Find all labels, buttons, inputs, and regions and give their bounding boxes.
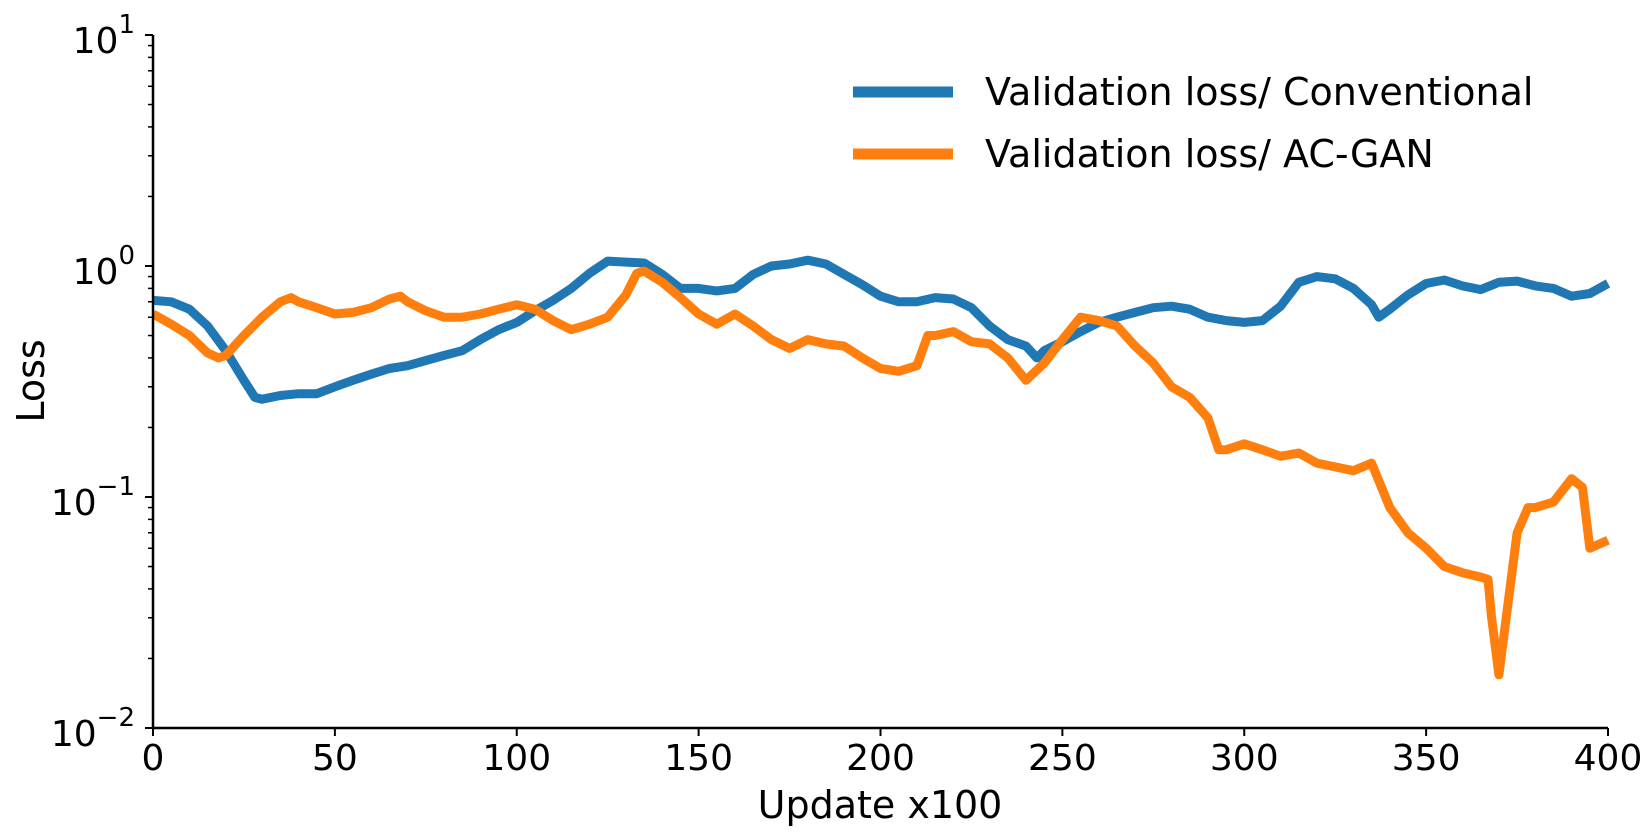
x-tick-label: 100 xyxy=(482,738,551,779)
series-line-0 xyxy=(152,255,1611,404)
y-tick-label: 10−2 xyxy=(51,703,135,755)
x-tick-label: 300 xyxy=(1210,738,1279,779)
y-tick-label: 100 xyxy=(73,241,135,293)
y-tick-label: 101 xyxy=(73,10,135,62)
x-axis-title: Update x100 xyxy=(758,783,1003,827)
x-tick-label: 350 xyxy=(1392,738,1461,779)
legend: Validation loss/ Conventional Validation … xyxy=(853,70,1533,176)
plot-lines xyxy=(150,255,1611,680)
x-tick-label: 400 xyxy=(1574,738,1643,779)
x-tick-label: 200 xyxy=(846,738,915,779)
series-line-1 xyxy=(150,266,1610,680)
x-tick-label: 250 xyxy=(1028,738,1097,779)
y-axis-title: Loss xyxy=(9,339,53,422)
x-tick-label: 150 xyxy=(664,738,733,779)
x-ticks: 0 50 100 150 200 250 300 350 400 xyxy=(142,728,1643,779)
y-ticks: 10−2 10−1 100 101 xyxy=(51,10,153,755)
y-tick-label: 10−1 xyxy=(51,472,135,524)
x-tick-label: 0 xyxy=(142,738,165,779)
x-tick-label: 50 xyxy=(312,738,358,779)
legend-label-0: Validation loss/ Conventional xyxy=(985,70,1533,114)
legend-label-1: Validation loss/ AC-GAN xyxy=(985,132,1434,176)
